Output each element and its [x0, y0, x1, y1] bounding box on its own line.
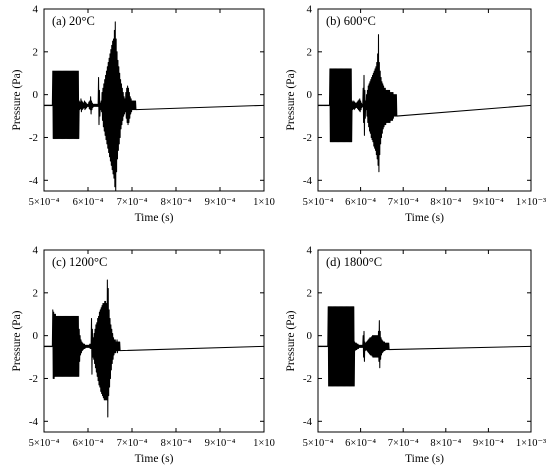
x-tick-label: 1×10 [253, 197, 275, 208]
panel-label: (c) 1200°C [52, 255, 107, 269]
x-tick-label: 1×10 [253, 438, 275, 449]
pressure-signal-series [44, 279, 264, 418]
x-tick-label: 7×10⁻⁴ [388, 197, 419, 208]
panel-label: (a) 20°C [52, 14, 95, 28]
x-tick-label: 1×10⁻³ [516, 438, 546, 449]
y-tick-label: 2 [33, 287, 39, 299]
y-tick-label: -2 [303, 132, 312, 144]
x-tick-label: 5×10⁻⁴ [303, 197, 334, 208]
y-tick-label: 0 [33, 330, 39, 342]
panel-label: (b) 600°C [326, 14, 376, 28]
y-axis-label: Pressure (Pa) [285, 310, 297, 371]
x-tick-label: 9×10⁻⁴ [205, 197, 236, 208]
y-axis-label: Pressure (Pa) [285, 69, 297, 130]
x-axis-label: Time (s) [135, 212, 174, 224]
x-tick-label: 8×10⁻⁴ [430, 438, 461, 449]
x-tick-label: 6×10⁻⁴ [73, 197, 104, 208]
x-tick-label: 8×10⁻⁴ [161, 197, 192, 208]
x-tick-label: 7×10⁻⁴ [117, 438, 148, 449]
x-tick-label: 6×10⁻⁴ [345, 438, 376, 449]
panel-1: -4 -2 0 2 4 5×10⁻⁴ 6×10⁻⁴ 7×10⁻⁴ 8×10⁻⁴ 9×10⁻⁴ 1×1… [11, 4, 275, 225]
y-axis-label: Pressure (Pa) [11, 310, 23, 371]
y-tick-label: 4 [33, 245, 39, 257]
y-tick-label: 2 [33, 46, 39, 58]
plot-frame [43, 8, 265, 192]
y-tick-label: -4 [303, 175, 313, 187]
x-axis-label: Time (s) [135, 453, 174, 465]
panel-3: -4 -2 0 2 4 5×10⁻⁴ 6×10⁻⁴ 7×10⁻⁴ 8×10⁻⁴ 9×10⁻⁴ 1×1… [11, 245, 275, 466]
y-tick-label: -4 [29, 416, 39, 428]
pressure-signal-series [44, 21, 264, 191]
x-tick-label: 8×10⁻⁴ [430, 197, 461, 208]
panel-label: (d) 1800°C [326, 255, 382, 269]
y-tick-label: 0 [307, 89, 313, 101]
y-tick-label: 0 [33, 89, 39, 101]
x-tick-label: 8×10⁻⁴ [161, 438, 192, 449]
x-tick-label: 5×10⁻⁴ [29, 438, 60, 449]
y-tick-label: 4 [307, 245, 313, 257]
pressure-signal-series [318, 34, 531, 173]
x-tick-label: 9×10⁻⁴ [205, 438, 236, 449]
x-tick-label: 5×10⁻⁴ [29, 197, 60, 208]
y-tick-label: -2 [29, 373, 38, 385]
y-tick-label: -2 [29, 132, 38, 144]
x-tick-label: 6×10⁻⁴ [73, 438, 104, 449]
x-tick-label: 5×10⁻⁴ [303, 438, 334, 449]
panel-4: -4 -2 0 2 4 5×10⁻⁴ 6×10⁻⁴ 7×10⁻⁴ 8×10⁻⁴ 9×10⁻⁴ 1×1… [285, 245, 546, 466]
pressure-signal-series [318, 306, 531, 387]
x-tick-label: 9×10⁻⁴ [473, 438, 504, 449]
y-tick-label: -4 [29, 175, 39, 187]
y-tick-label: 2 [307, 287, 313, 299]
x-axis-label: Time (s) [405, 212, 444, 224]
plot-frame [317, 249, 532, 433]
y-tick-label: 4 [33, 4, 39, 16]
x-tick-label: 7×10⁻⁴ [117, 197, 148, 208]
plot-frame [317, 8, 532, 192]
x-tick-label: 1×10⁻³ [516, 197, 546, 208]
x-tick-label: 7×10⁻⁴ [388, 438, 419, 449]
y-tick-label: 0 [307, 330, 313, 342]
y-tick-label: -2 [303, 373, 312, 385]
panel-2: -4 -2 0 2 4 5×10⁻⁴ 6×10⁻⁴ 7×10⁻⁴ 8×10⁻⁴ 9×10⁻⁴ 1×1… [285, 4, 546, 225]
plot-frame [43, 249, 265, 433]
y-axis-label: Pressure (Pa) [11, 69, 23, 130]
x-axis-label: Time (s) [405, 453, 444, 465]
x-tick-label: 6×10⁻⁴ [345, 197, 376, 208]
y-tick-label: -4 [303, 416, 313, 428]
x-tick-label: 9×10⁻⁴ [473, 197, 504, 208]
y-tick-label: 4 [307, 4, 313, 16]
y-tick-label: 2 [307, 46, 313, 58]
